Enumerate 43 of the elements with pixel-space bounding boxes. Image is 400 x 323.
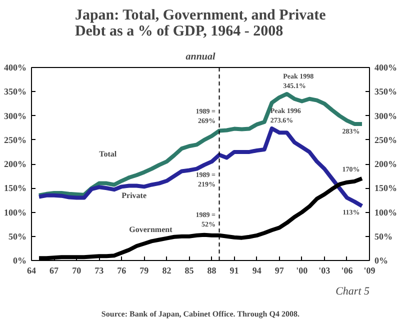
y2-tick-label: 250%: [374, 134, 397, 145]
y2-tick-label: 50%: [374, 231, 392, 242]
chart-title: Japan: Total, Government, and Private Debt as a % of GDP, 1964 - 2008: [74, 8, 326, 40]
y-tick-label: 200%: [4, 159, 26, 169]
y-tick-label: 0%: [13, 256, 26, 266]
series-label: Private: [122, 191, 147, 200]
x-tick-label: 82: [162, 266, 172, 276]
x-tick-label: '06: [341, 266, 354, 276]
line-series: [37, 92, 364, 198]
x-tick-label: 73: [94, 266, 104, 276]
x-tick-label: 85: [184, 266, 194, 276]
caption: Chart 5: [336, 286, 370, 298]
x-tick-label: 67: [50, 266, 60, 276]
y2-tick-label: 400%: [374, 62, 397, 72]
y-tick-label: 150%: [4, 183, 26, 194]
x-tick-label: 70: [72, 266, 82, 276]
chart-subtitle: annual: [186, 52, 216, 62]
y-tick-label: 300%: [4, 110, 26, 121]
x-tick-label: '03: [318, 266, 331, 276]
x-tick-label: '09: [364, 266, 376, 276]
x-tick-label: 79: [140, 266, 150, 276]
x-tick-label: 97: [274, 266, 284, 276]
y-tick-label: 250%: [4, 134, 26, 145]
y-tick-label: 400%: [4, 62, 26, 72]
y-tick-label: 100%: [4, 207, 26, 218]
y-tick-label: 350%: [4, 86, 26, 97]
x-tick-label: 94: [252, 266, 262, 276]
y2-tick-label: 350%: [374, 86, 397, 97]
x-tick-label: 76: [117, 266, 127, 276]
x-tick-label: '00: [296, 266, 308, 276]
x-tick-label: 91: [230, 266, 240, 276]
line-series: [37, 126, 364, 208]
y2-tick-label: 300%: [374, 110, 397, 121]
y2-tick-label: 150%: [374, 183, 397, 194]
series-label: Government: [129, 224, 173, 234]
x-tick-label: 64: [27, 266, 36, 276]
y2-tick-label: 100%: [374, 207, 397, 218]
source-note: Source: Bank of Japan, Cabinet Office. Through Q4 2008.: [101, 310, 300, 318]
y2-tick-label: 0%: [374, 256, 388, 266]
x-tick-label: 88: [207, 266, 217, 276]
y-tick-label: 50%: [8, 231, 26, 242]
y2-tick-label: 200%: [374, 159, 397, 169]
text: Total: [99, 150, 118, 159]
